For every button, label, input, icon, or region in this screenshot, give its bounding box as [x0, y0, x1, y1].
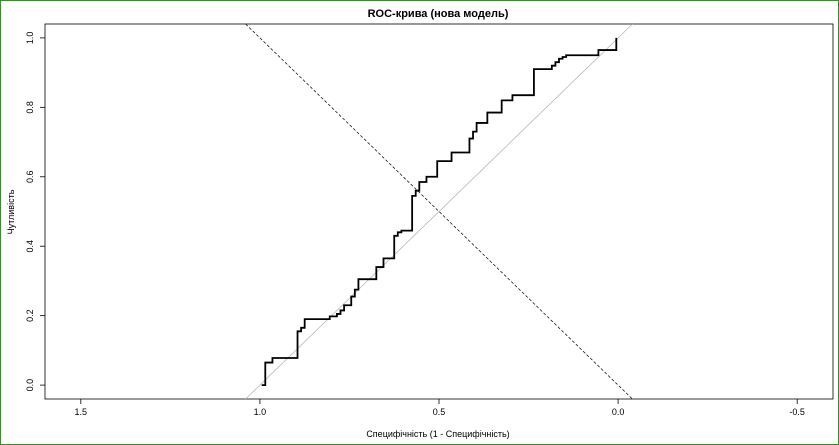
series-layer	[245, 23, 633, 400]
y-tick-label: 0.6	[25, 171, 35, 184]
y-tick-label: 1.0	[25, 32, 35, 45]
roc-curve-line	[261, 37, 618, 387]
y-axis-title: Чутливість	[6, 189, 16, 234]
y-tick-label: 0.0	[25, 379, 35, 392]
x-tick-label: 0.0	[612, 407, 625, 417]
y-tick-label: 0.4	[25, 240, 35, 253]
diagonal-reference-line	[245, 23, 633, 400]
x-tick-label: 0.5	[433, 407, 446, 417]
x-axis: 1.5 1.0 0.5 0.0 -0.5	[75, 399, 805, 417]
x-axis-title: Специфічність (1 - Специфічність)	[366, 429, 509, 439]
x-tick-label: 1.5	[75, 407, 88, 417]
x-tick-label: -0.5	[789, 407, 805, 417]
x-tick-label: 1.0	[254, 407, 267, 417]
y-axis: 0.0 0.2 0.4 0.6 0.8 1.0	[25, 32, 45, 392]
chart-title: ROC-крива (нова модель)	[368, 8, 509, 20]
y-tick-label: 0.2	[25, 309, 35, 322]
y-tick-label: 0.8	[25, 101, 35, 114]
